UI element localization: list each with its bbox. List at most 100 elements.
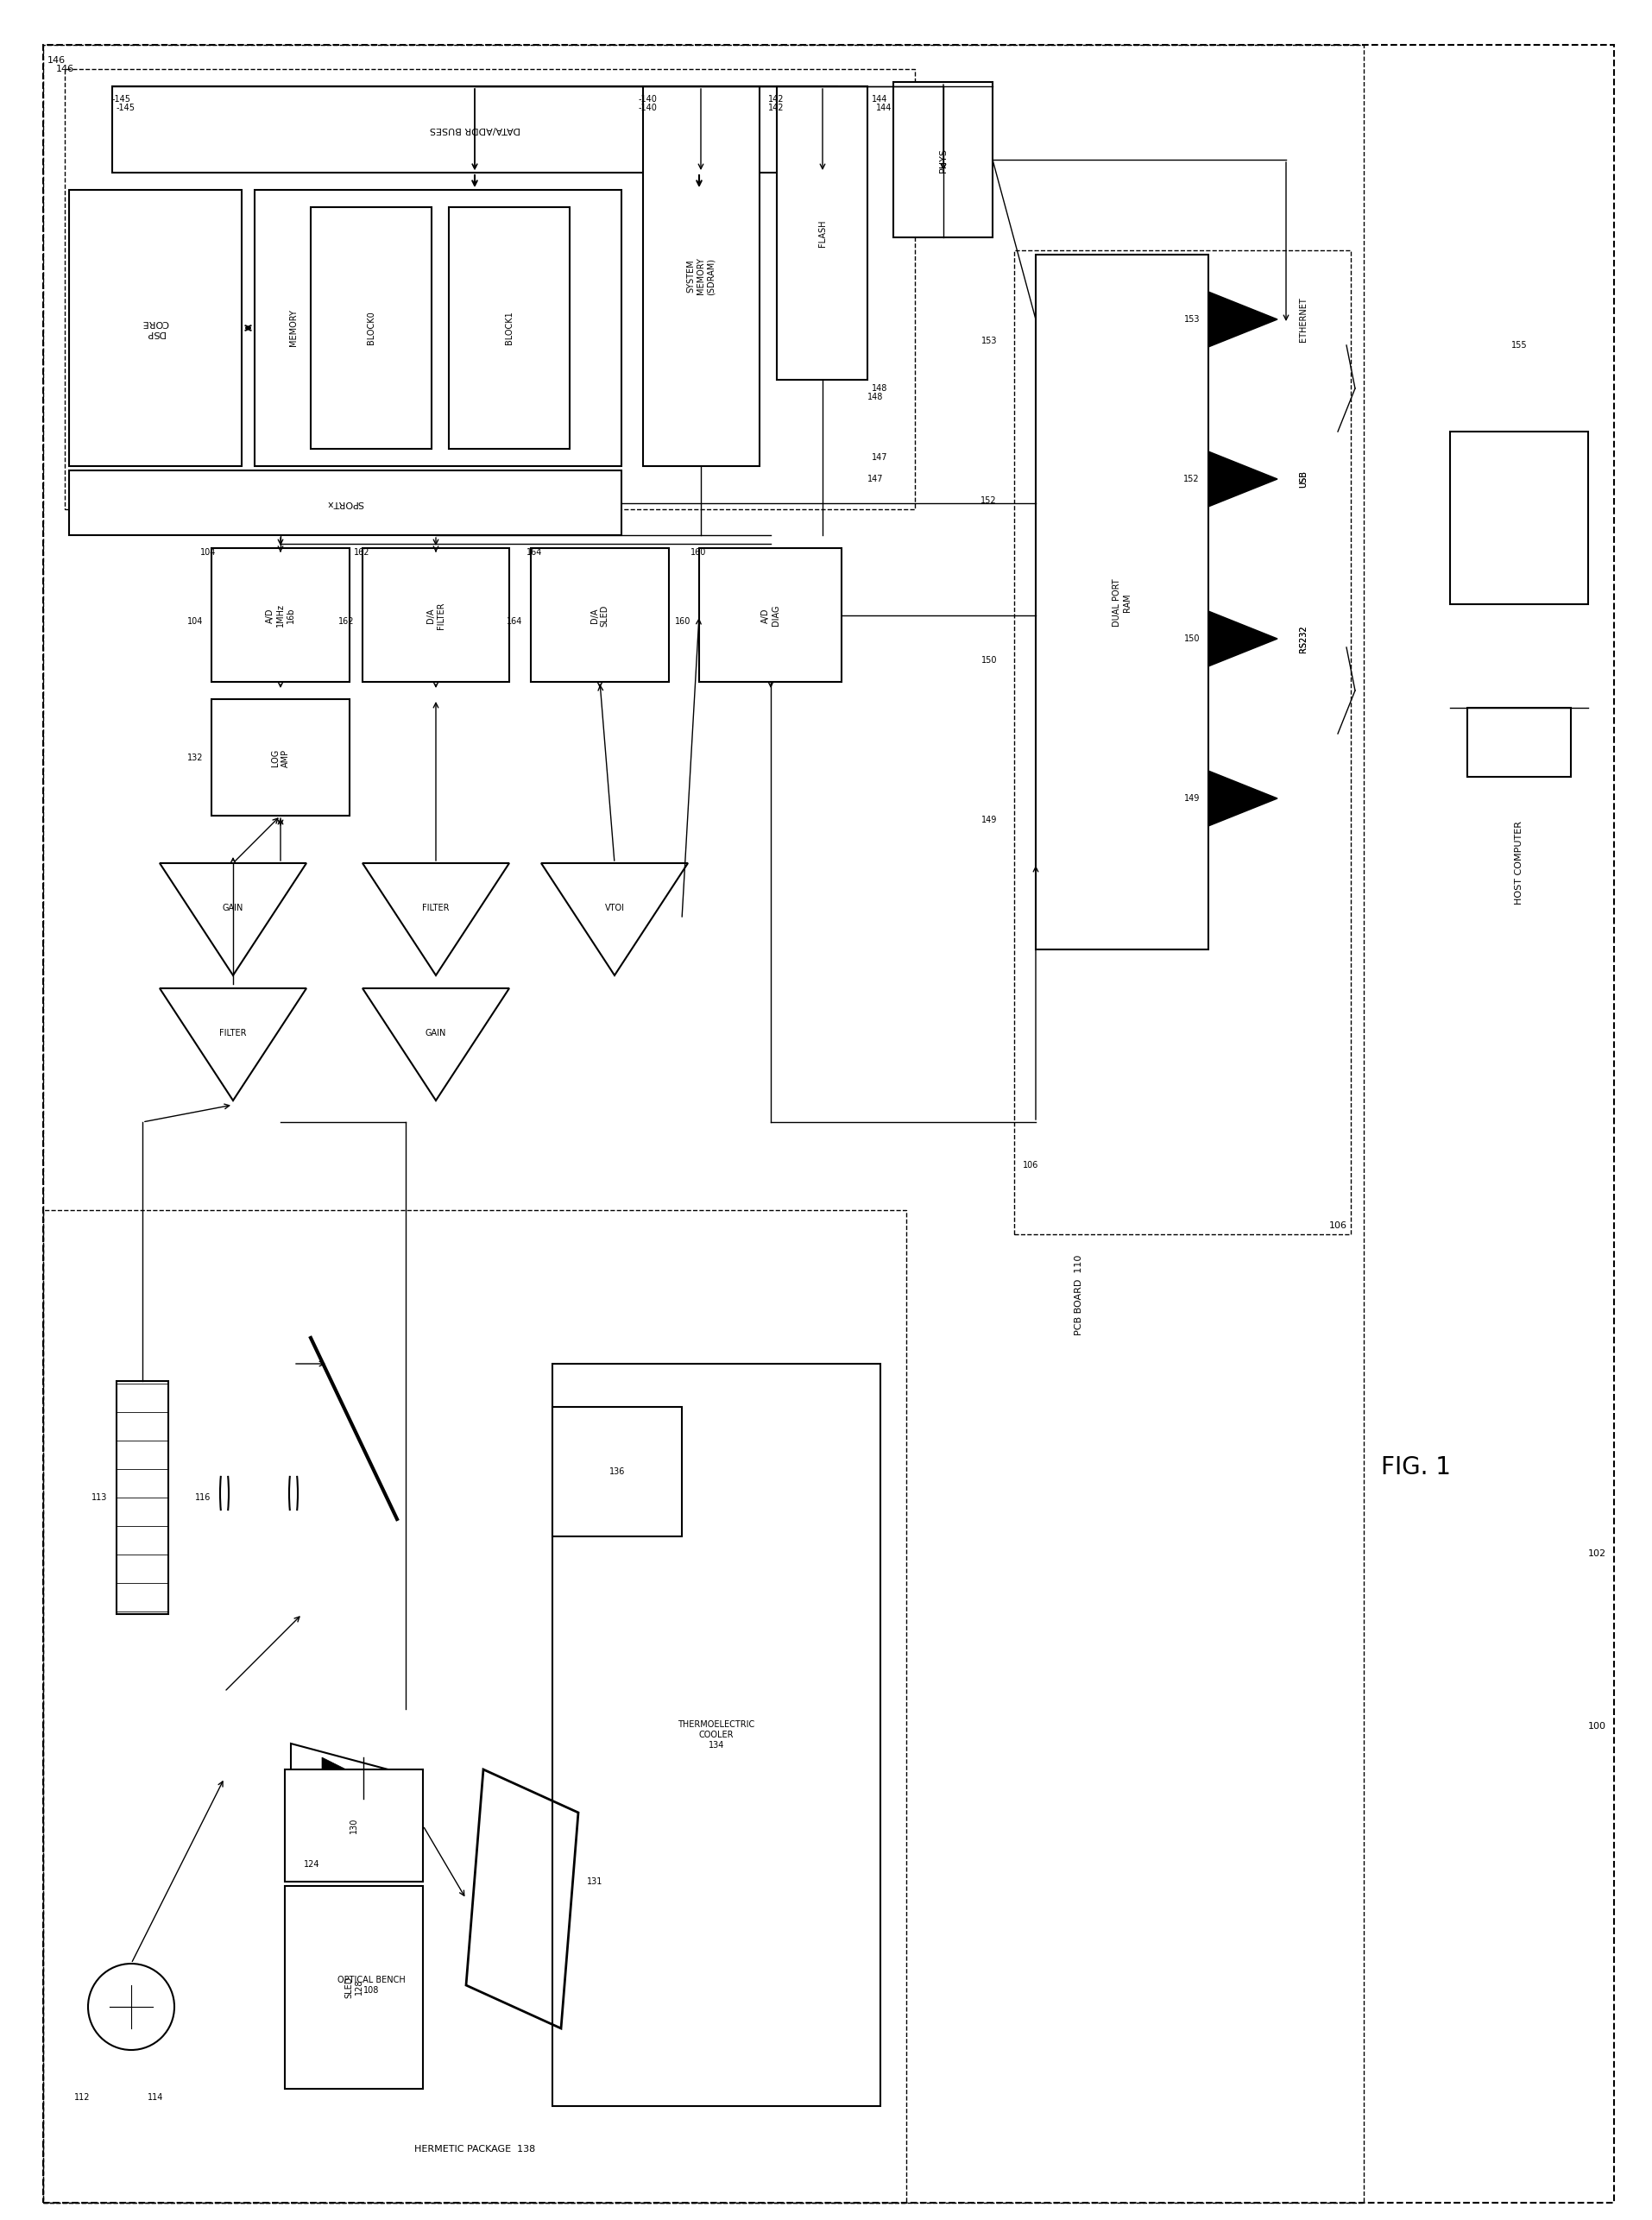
Text: D/A
SLED: D/A SLED bbox=[590, 604, 610, 626]
Text: BLOCK1: BLOCK1 bbox=[504, 311, 514, 344]
Text: VTOI: VTOI bbox=[605, 904, 624, 912]
Text: HERMETIC PACKAGE  138: HERMETIC PACKAGE 138 bbox=[415, 2145, 535, 2153]
Text: 162: 162 bbox=[337, 617, 354, 626]
Text: 106: 106 bbox=[1328, 1221, 1346, 1230]
Bar bbox=[892, 82, 993, 238]
Polygon shape bbox=[1208, 291, 1277, 346]
Bar bbox=[69, 471, 621, 535]
Text: FLASH: FLASH bbox=[818, 220, 826, 246]
Text: -140: -140 bbox=[638, 95, 657, 104]
Text: 130: 130 bbox=[349, 1818, 358, 1834]
Text: MEMORY: MEMORY bbox=[289, 309, 297, 346]
Text: 132: 132 bbox=[187, 753, 203, 761]
Text: SPORTx: SPORTx bbox=[327, 500, 363, 508]
Text: 144: 144 bbox=[876, 104, 892, 113]
Text: 124: 124 bbox=[304, 1860, 319, 1869]
Bar bbox=[362, 548, 509, 682]
Polygon shape bbox=[1208, 451, 1277, 506]
Text: 152: 152 bbox=[1183, 475, 1199, 484]
Text: RS232: RS232 bbox=[1298, 626, 1307, 653]
Text: 106: 106 bbox=[1023, 1161, 1037, 1170]
Text: PCB BOARD  110: PCB BOARD 110 bbox=[1074, 1254, 1082, 1334]
Text: SYSTEM
MEMORY
(SDRAM): SYSTEM MEMORY (SDRAM) bbox=[686, 258, 715, 295]
Text: OPTICAL BENCH
108: OPTICAL BENCH 108 bbox=[337, 1976, 405, 1994]
Text: 146: 146 bbox=[56, 64, 74, 73]
Text: 149: 149 bbox=[981, 815, 996, 824]
Polygon shape bbox=[322, 1758, 363, 1798]
Bar bbox=[284, 1769, 423, 1883]
Bar bbox=[1467, 708, 1569, 777]
Text: A/D
DIAG: A/D DIAG bbox=[762, 604, 780, 626]
Text: 164: 164 bbox=[527, 548, 542, 557]
Text: -140: -140 bbox=[638, 104, 657, 113]
Bar bbox=[643, 87, 760, 466]
Text: 147: 147 bbox=[871, 453, 887, 462]
Text: 153: 153 bbox=[980, 337, 996, 346]
Bar bbox=[1014, 251, 1350, 1234]
Text: 147: 147 bbox=[867, 475, 882, 484]
Text: RS232: RS232 bbox=[1298, 626, 1307, 653]
Text: 150: 150 bbox=[980, 655, 996, 664]
Text: 100: 100 bbox=[1588, 1723, 1606, 1732]
Text: SLED
128: SLED 128 bbox=[344, 1976, 363, 1998]
Bar bbox=[284, 1887, 423, 2089]
Text: LOG
AMP: LOG AMP bbox=[271, 748, 289, 766]
Bar bbox=[112, 87, 838, 173]
Bar bbox=[311, 206, 431, 448]
Text: BLOCK0: BLOCK0 bbox=[367, 311, 375, 344]
Text: 102: 102 bbox=[1588, 1550, 1606, 1558]
Bar bbox=[449, 206, 570, 448]
Text: GAIN: GAIN bbox=[425, 1028, 446, 1037]
Text: FILTER: FILTER bbox=[421, 904, 449, 912]
Text: USB: USB bbox=[1298, 471, 1307, 488]
Text: -145: -145 bbox=[116, 104, 135, 113]
Text: 136: 136 bbox=[610, 1467, 624, 1476]
Text: 162: 162 bbox=[354, 548, 370, 557]
Text: 104: 104 bbox=[187, 617, 203, 626]
Bar bbox=[64, 69, 915, 508]
Text: THERMOELECTRIC
COOLER
134: THERMOELECTRIC COOLER 134 bbox=[677, 1720, 755, 1749]
Text: A/D
1MHz
16b: A/D 1MHz 16b bbox=[266, 604, 294, 626]
Text: DUAL PORT
RAM: DUAL PORT RAM bbox=[1112, 579, 1130, 626]
Text: 150: 150 bbox=[1183, 635, 1199, 644]
Text: 104: 104 bbox=[200, 548, 216, 557]
Bar bbox=[43, 1210, 905, 2202]
Text: 152: 152 bbox=[980, 497, 996, 504]
Bar bbox=[699, 548, 841, 682]
Text: PHYS: PHYS bbox=[938, 147, 947, 173]
Bar bbox=[1449, 431, 1588, 604]
Bar bbox=[211, 699, 349, 815]
Text: 149: 149 bbox=[1183, 795, 1199, 804]
Text: 153: 153 bbox=[1183, 315, 1199, 324]
Text: ETHERNET: ETHERNET bbox=[1298, 297, 1307, 342]
Text: 160: 160 bbox=[691, 548, 705, 557]
Bar bbox=[254, 191, 621, 466]
Text: 148: 148 bbox=[871, 384, 887, 393]
Text: D/A
FILTER: D/A FILTER bbox=[426, 602, 444, 628]
Text: 131: 131 bbox=[586, 1878, 603, 1887]
Text: 142: 142 bbox=[768, 95, 783, 104]
Polygon shape bbox=[1208, 611, 1277, 666]
Bar bbox=[43, 44, 1363, 2202]
Text: 155: 155 bbox=[1510, 342, 1526, 349]
Text: FILTER: FILTER bbox=[220, 1028, 246, 1037]
Bar bbox=[1036, 255, 1208, 950]
Text: -145: -145 bbox=[112, 95, 131, 104]
Text: DATA/ADDR BUSES: DATA/ADDR BUSES bbox=[430, 124, 520, 133]
Text: 112: 112 bbox=[74, 2093, 89, 2102]
Text: 144: 144 bbox=[871, 95, 887, 104]
Polygon shape bbox=[1208, 770, 1277, 826]
Text: 114: 114 bbox=[147, 2093, 164, 2102]
Text: 116: 116 bbox=[195, 1494, 211, 1503]
Text: 148: 148 bbox=[867, 393, 882, 402]
Text: 142: 142 bbox=[768, 104, 783, 113]
Text: 160: 160 bbox=[674, 617, 691, 626]
Bar bbox=[776, 87, 867, 380]
Text: 146: 146 bbox=[48, 56, 66, 64]
Text: 113: 113 bbox=[91, 1494, 107, 1503]
Bar bbox=[552, 1363, 881, 2107]
Text: FIG. 1: FIG. 1 bbox=[1381, 1456, 1450, 1479]
Bar bbox=[552, 1407, 682, 1536]
Text: 164: 164 bbox=[506, 617, 522, 626]
Bar bbox=[116, 1381, 169, 1614]
